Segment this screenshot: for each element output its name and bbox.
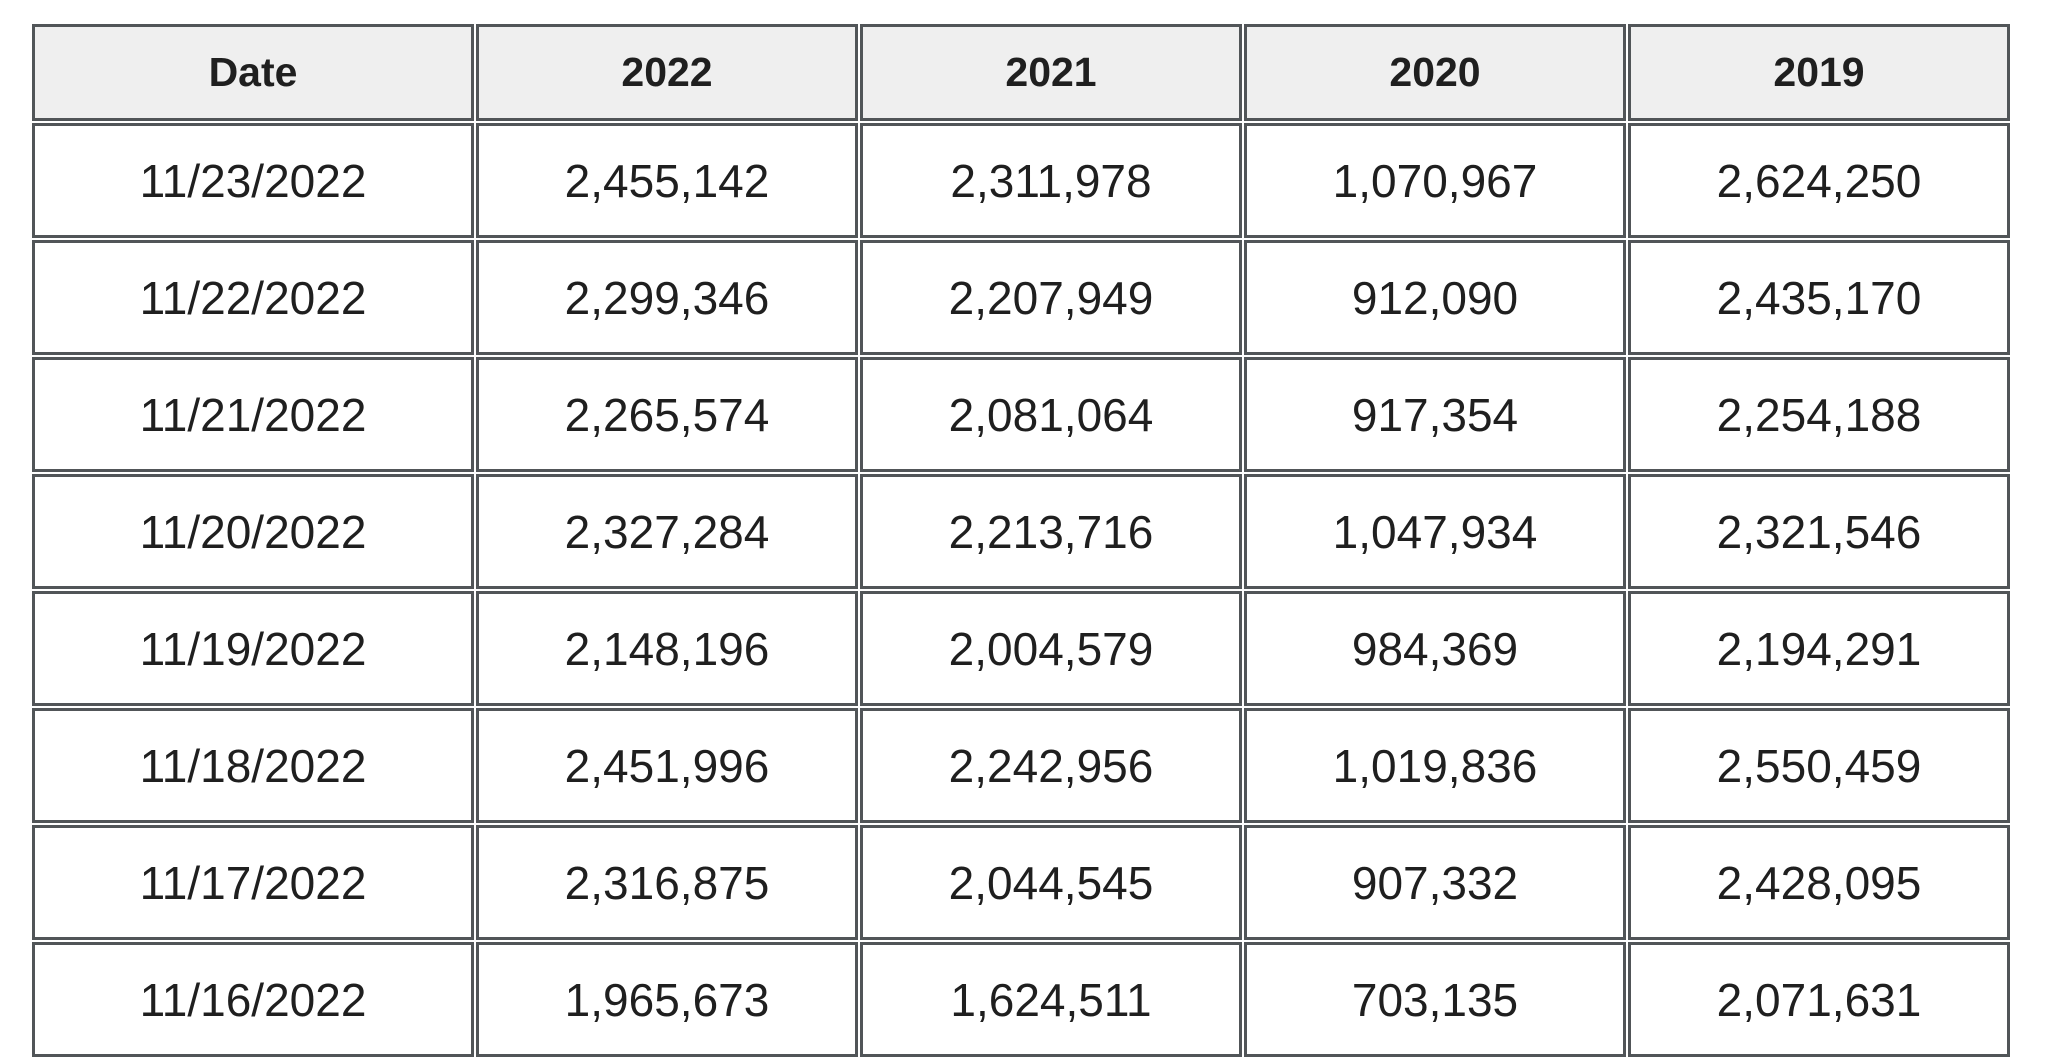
table-body: 11/23/2022 2,455,142 2,311,978 1,070,967 2,6…: [32, 123, 2010, 1057]
value-cell: 917,354: [1244, 357, 1626, 472]
column-header-date: Date: [32, 24, 474, 121]
date-cell: 11/23/2022: [32, 123, 474, 238]
value-cell: 2,265,574: [476, 357, 858, 472]
table-row: 11/21/2022 2,265,574 2,081,064 917,354 2,254…: [32, 357, 2010, 472]
value-cell: 1,019,836: [1244, 708, 1626, 823]
value-cell: 2,311,978: [860, 123, 1242, 238]
table-row: 11/20/2022 2,327,284 2,213,716 1,047,934 2,3…: [32, 474, 2010, 589]
value-cell: 2,550,459: [1628, 708, 2010, 823]
value-cell: 2,148,196: [476, 591, 858, 706]
date-cell: 11/16/2022: [32, 942, 474, 1057]
value-cell: 1,624,511: [860, 942, 1242, 1057]
value-cell: 2,242,956: [860, 708, 1242, 823]
value-cell: 2,316,875: [476, 825, 858, 940]
date-cell: 11/19/2022: [32, 591, 474, 706]
value-cell: 2,081,064: [860, 357, 1242, 472]
column-header-2019: 2019: [1628, 24, 2010, 121]
table-container: Date 2022 2021 2020 2019 11/23/2022 2,455,142…: [30, 22, 2012, 1059]
table-row: 11/16/2022 1,965,673 1,624,511 703,135 2,071…: [32, 942, 2010, 1057]
column-header-2022: 2022: [476, 24, 858, 121]
value-cell: 2,071,631: [1628, 942, 2010, 1057]
date-cell: 11/18/2022: [32, 708, 474, 823]
value-cell: 2,299,346: [476, 240, 858, 355]
value-cell: 2,207,949: [860, 240, 1242, 355]
date-cell: 11/21/2022: [32, 357, 474, 472]
table-row: 11/22/2022 2,299,346 2,207,949 912,090 2,435…: [32, 240, 2010, 355]
column-header-2020: 2020: [1244, 24, 1626, 121]
value-cell: 1,047,934: [1244, 474, 1626, 589]
table-row: 11/19/2022 2,148,196 2,004,579 984,369 2,194…: [32, 591, 2010, 706]
value-cell: 2,327,284: [476, 474, 858, 589]
value-cell: 984,369: [1244, 591, 1626, 706]
value-cell: 2,455,142: [476, 123, 858, 238]
value-cell: 2,004,579: [860, 591, 1242, 706]
value-cell: 2,254,188: [1628, 357, 2010, 472]
value-cell: 703,135: [1244, 942, 1626, 1057]
value-cell: 1,070,967: [1244, 123, 1626, 238]
value-cell: 1,965,673: [476, 942, 858, 1057]
table-head: Date 2022 2021 2020 2019: [32, 24, 2010, 121]
value-cell: 2,451,996: [476, 708, 858, 823]
value-cell: 912,090: [1244, 240, 1626, 355]
value-cell: 907,332: [1244, 825, 1626, 940]
value-cell: 2,435,170: [1628, 240, 2010, 355]
header-row: Date 2022 2021 2020 2019: [32, 24, 2010, 121]
table-row: 11/23/2022 2,455,142 2,311,978 1,070,967 2,6…: [32, 123, 2010, 238]
value-cell: 2,044,545: [860, 825, 1242, 940]
column-header-2021: 2021: [860, 24, 1242, 121]
value-cell: 2,428,095: [1628, 825, 2010, 940]
value-cell: 2,624,250: [1628, 123, 2010, 238]
data-table: Date 2022 2021 2020 2019 11/23/2022 2,455,142…: [30, 22, 2012, 1059]
value-cell: 2,213,716: [860, 474, 1242, 589]
table-row: 11/17/2022 2,316,875 2,044,545 907,332 2,428…: [32, 825, 2010, 940]
date-cell: 11/22/2022: [32, 240, 474, 355]
table-row: 11/18/2022 2,451,996 2,242,956 1,019,836 2,5…: [32, 708, 2010, 823]
date-cell: 11/20/2022: [32, 474, 474, 589]
value-cell: 2,194,291: [1628, 591, 2010, 706]
date-cell: 11/17/2022: [32, 825, 474, 940]
value-cell: 2,321,546: [1628, 474, 2010, 589]
